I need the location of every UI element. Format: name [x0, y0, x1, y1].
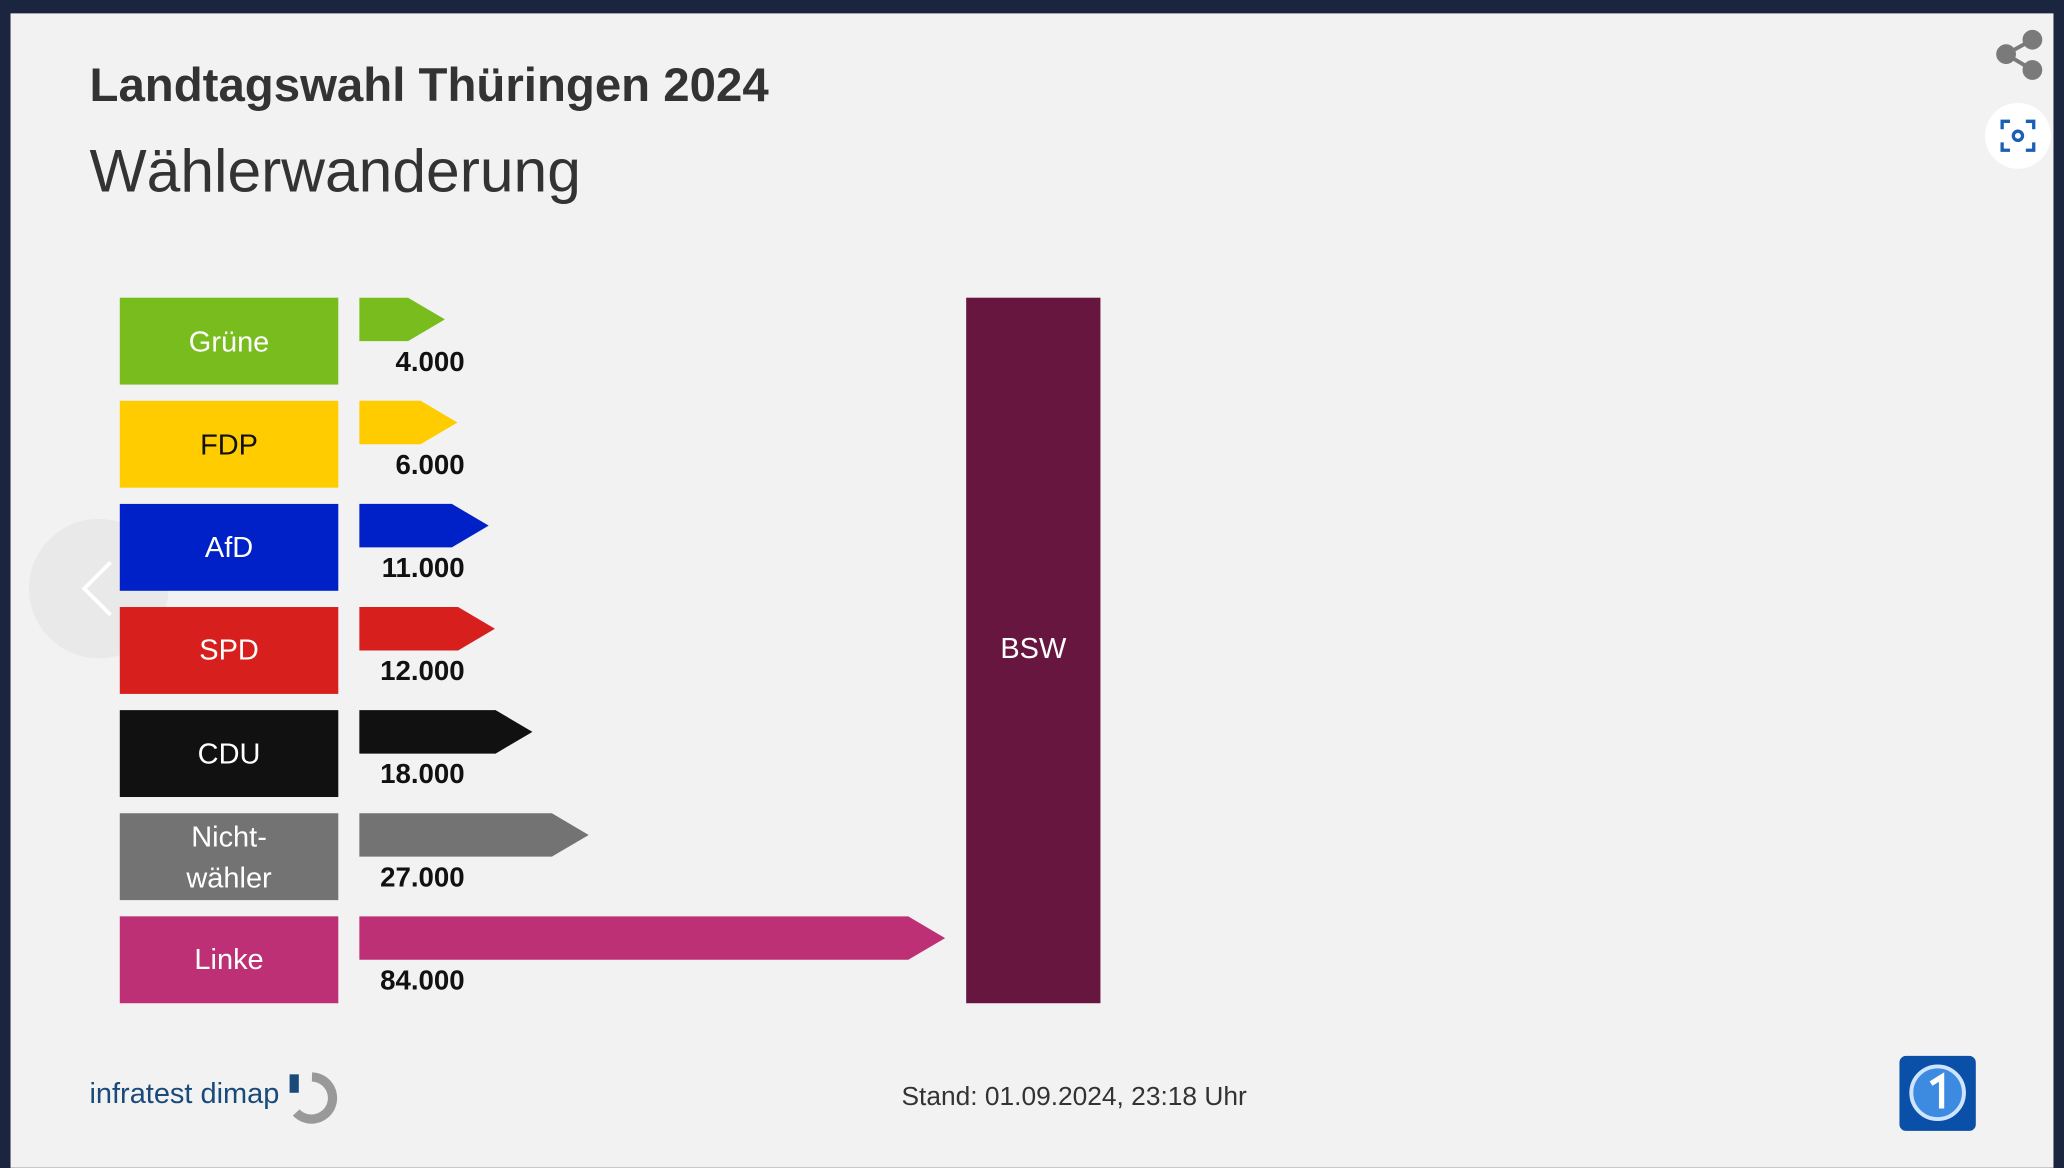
value-label: 6.000	[396, 449, 465, 480]
category-label-box: CDU	[197, 737, 261, 771]
category-label-box: SPD	[199, 633, 259, 667]
category-box	[119, 710, 339, 798]
infratest-logo	[289, 1072, 338, 1124]
screenshot-button[interactable]	[1985, 102, 2051, 169]
chart-subtitle: Wählerwanderung	[90, 136, 581, 204]
category-label: FDP	[200, 427, 258, 461]
category-label: Nicht- wähler	[186, 819, 272, 894]
flow-arrow	[359, 503, 489, 548]
category-label: CDU	[197, 737, 261, 771]
value-label: 4.000	[396, 346, 465, 377]
value-label: 11.000	[382, 552, 465, 583]
category-box	[119, 503, 339, 591]
flow-arrow	[359, 813, 589, 857]
flow-arrow	[359, 710, 533, 754]
prev-arrow	[81, 560, 112, 617]
category-label: Linke	[194, 943, 264, 977]
value-label: 12.000	[380, 655, 465, 686]
category-box	[119, 813, 339, 901]
ard-logo	[1899, 1055, 1976, 1131]
category-label: SPD	[199, 633, 259, 667]
category-box	[119, 607, 339, 694]
category-label-box: Grüne	[188, 324, 270, 358]
flow-arrow	[359, 607, 495, 651]
target-label: BSW	[1000, 633, 1067, 665]
category-box	[119, 916, 339, 1004]
value-label: 84.000	[380, 964, 465, 995]
flow-arrow	[359, 400, 458, 445]
flow-arrow	[359, 916, 946, 960]
flow-arrow	[359, 297, 445, 342]
target-bar	[966, 297, 1101, 1004]
category-label-box: FDP	[200, 427, 258, 461]
source-label: infratest dimap	[90, 1078, 280, 1110]
category-box	[119, 400, 339, 488]
category-label-box: AfD	[204, 530, 254, 564]
category-label: AfD	[204, 530, 254, 564]
value-label: 18.000	[380, 758, 465, 789]
chart-title: Landtagswahl Thüringen 2024	[90, 59, 770, 112]
category-label: Grüne	[188, 324, 270, 358]
category-label-box: Linke	[194, 943, 264, 977]
category-box	[119, 297, 339, 385]
value-label: 27.000	[380, 861, 465, 892]
category-label-box: Nicht- wähler	[186, 819, 272, 894]
timestamp: Stand: 01.09.2024, 23:18 Uhr	[901, 1081, 1246, 1111]
share-icon[interactable]	[1996, 29, 2043, 80]
